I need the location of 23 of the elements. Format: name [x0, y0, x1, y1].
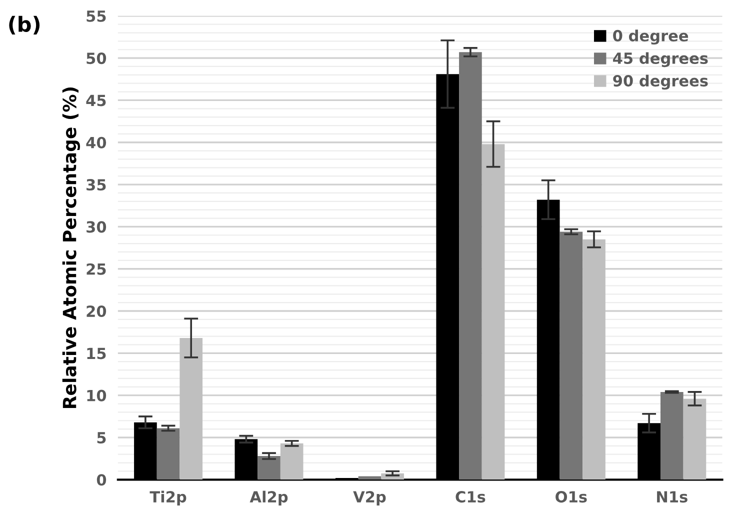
y-axis-title: Relative Atomic Percentage (%) — [62, 87, 80, 408]
y-tick-label: 25 — [86, 263, 106, 275]
y-tick-label: 5 — [97, 432, 106, 444]
y-tick-label: 0 — [96, 474, 106, 486]
y-tick-label: 40 — [86, 136, 106, 148]
legend-label: 0 degree — [613, 30, 688, 45]
y-tick-label: 35 — [86, 179, 106, 191]
x-tick-label: Al2p — [250, 490, 288, 506]
x-tick-label: O1s — [556, 491, 587, 503]
x-tick-label: V2p — [353, 491, 386, 506]
legend-label: 45 degrees — [613, 52, 708, 68]
text: (b) — [9, 16, 40, 34]
y-tick-label: 15 — [87, 348, 106, 360]
x-tick-label: Ti2p — [150, 490, 186, 506]
y-tick-label: 30 — [86, 221, 106, 233]
y-tick-label: 50 — [86, 52, 106, 64]
y-tick-label: 45 — [86, 94, 106, 106]
x-tick-label: N1s — [657, 491, 688, 503]
y-tick-label: 10 — [87, 390, 106, 402]
y-tick-label: 55 — [86, 10, 106, 22]
legend-label: 90 degrees — [613, 74, 708, 90]
x-tick-label: C1s — [456, 491, 486, 503]
y-tick-label: 20 — [86, 305, 106, 318]
